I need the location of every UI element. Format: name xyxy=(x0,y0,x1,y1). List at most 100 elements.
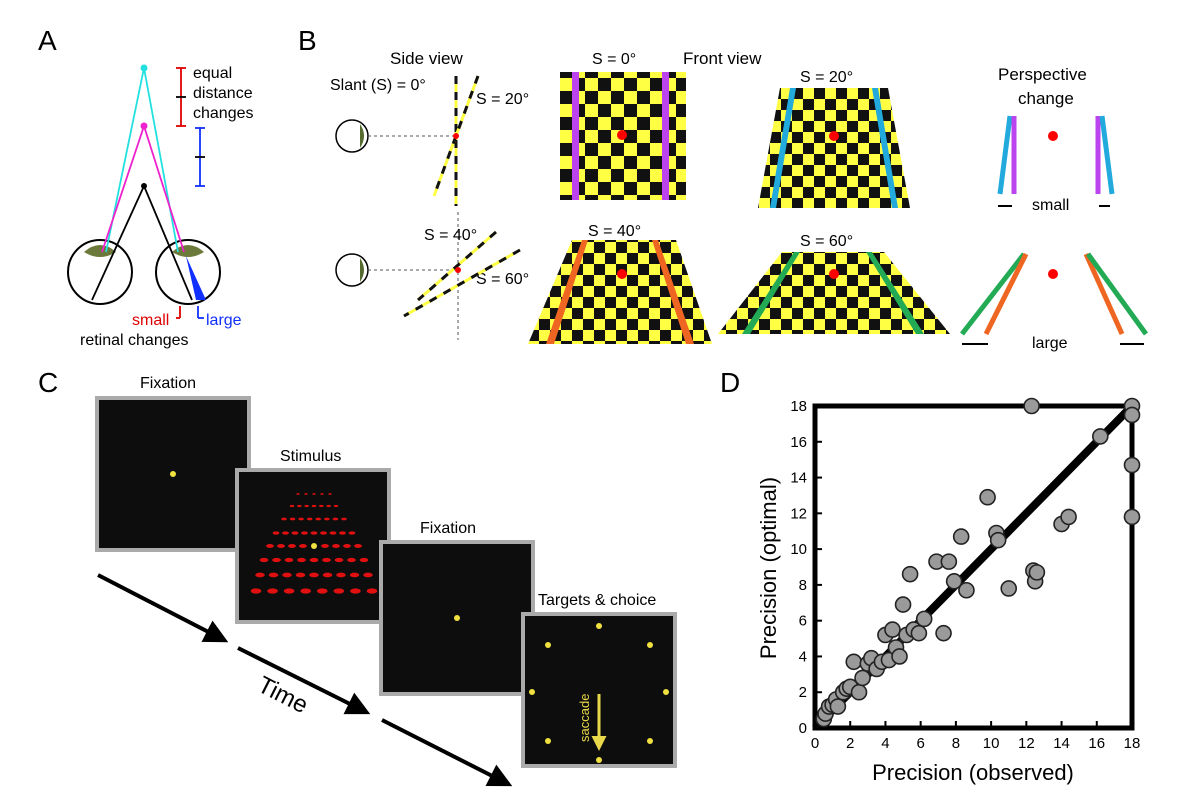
fix-s40 xyxy=(617,269,627,279)
checker-s20 xyxy=(758,88,910,208)
y-tick-label: 6 xyxy=(799,613,807,630)
slant-label: Slant (S) = 0° xyxy=(330,77,426,94)
persp-large-right-green xyxy=(1085,252,1149,336)
data-point xyxy=(1060,508,1077,526)
stimulus-dot xyxy=(321,544,329,548)
side-fix-bottom xyxy=(455,267,461,273)
time-label: Time xyxy=(253,671,312,719)
stimulus-dot xyxy=(272,531,280,535)
data-point xyxy=(910,624,928,642)
side-s40-label: S = 40° xyxy=(424,227,477,244)
stimulus-dot xyxy=(349,572,360,578)
bar-s0-left xyxy=(572,72,579,200)
persp-large-left-orange xyxy=(983,252,1029,336)
perspective-label-2: change xyxy=(1018,89,1074,108)
stimulus-dot xyxy=(301,531,308,535)
stimulus-dot xyxy=(322,572,333,578)
stimulus-dot xyxy=(366,588,378,594)
y-tick-label: 0 xyxy=(799,720,807,737)
time-arrow-1 xyxy=(97,573,229,643)
stimulus-dot xyxy=(310,531,318,535)
target-dot xyxy=(647,642,653,648)
x-tick-label: 6 xyxy=(916,735,924,752)
y-tick-label: 12 xyxy=(790,505,807,522)
saccade-label: saccade xyxy=(577,694,592,742)
panel-b: B Side view Front view Slant (S) = 0° S … xyxy=(298,25,1149,352)
side-eye-bottom-lens xyxy=(360,258,364,282)
time-arrow-2 xyxy=(237,646,371,715)
panel-a-letter: A xyxy=(38,25,57,56)
small-label: small xyxy=(132,312,169,329)
data-point xyxy=(884,621,901,638)
stimulus-dot xyxy=(298,517,304,521)
stimulus-dot xyxy=(282,572,292,578)
stimulus-dot xyxy=(328,493,332,495)
plane-s40-dash xyxy=(417,230,497,302)
y-tick-label: 10 xyxy=(790,541,807,558)
side-s20-label: S = 20° xyxy=(476,91,529,108)
equal-label-2: distance xyxy=(193,85,253,102)
persp-small-right-blue xyxy=(1099,115,1115,195)
persp-small-fix xyxy=(1048,131,1058,141)
y-tick-label: 4 xyxy=(799,648,807,665)
stimulus-dot xyxy=(306,517,313,521)
panel-d-letter: D xyxy=(720,367,740,398)
persp-large-label: large xyxy=(1032,335,1068,352)
scatter-chart: 0 2 4 6 8 10 12 14 16 18 0 2 4 6 8 10 12 14 16 18 xyxy=(790,397,1141,752)
stimulus-dot xyxy=(324,517,330,521)
fixation1-label: Fixation xyxy=(140,375,196,392)
front-s0-label: S = 0° xyxy=(592,51,636,68)
stimulus-dot xyxy=(354,544,362,548)
stimulus-dot xyxy=(266,544,274,548)
data-point xyxy=(1092,428,1109,445)
stimulus-dot xyxy=(296,493,300,495)
stimulus-dot xyxy=(291,531,299,535)
perspective-label-1: Perspective xyxy=(998,65,1087,84)
target-dot xyxy=(545,642,551,648)
target-dot xyxy=(663,689,669,695)
x-tick-label: 2 xyxy=(846,735,854,752)
stimulus-dot xyxy=(304,493,308,495)
data-point xyxy=(1123,406,1141,424)
data-point xyxy=(979,488,996,506)
x-tick-label: 18 xyxy=(1124,735,1141,752)
magenta-ray-left xyxy=(101,125,145,253)
data-point xyxy=(829,698,847,715)
stimulus-dot xyxy=(299,544,307,548)
x-tick-label: 14 xyxy=(1053,735,1070,752)
data-point xyxy=(1123,456,1141,474)
stimulus-dot xyxy=(289,504,295,508)
stimulus-dot xyxy=(304,504,309,508)
data-point xyxy=(901,565,919,583)
panel-d: D 0 2 4 6 8 10 12 14 16 18 0 2 4 6 8 10 12 14 16 18 Precisi… xyxy=(720,367,1140,785)
y-tick-label: 16 xyxy=(790,434,807,451)
right-eye xyxy=(155,239,221,305)
mid-point xyxy=(140,122,148,130)
data-point xyxy=(1000,580,1018,597)
bar-s60-left xyxy=(742,252,800,334)
stimulus-dot xyxy=(316,588,328,594)
fix-s60 xyxy=(829,269,839,279)
stimulus-dot xyxy=(326,504,331,508)
x-axis-label: Precision (observed) xyxy=(872,760,1074,785)
stimulus-dot xyxy=(282,531,289,535)
side-eye-top-lens xyxy=(360,124,364,148)
x-tick-label: 0 xyxy=(811,735,819,752)
plane-s60-dash xyxy=(403,248,521,318)
persp-large-left-green xyxy=(960,252,1026,336)
stimulus-dot xyxy=(297,504,302,508)
data-point xyxy=(1028,564,1046,581)
y-tick-label: 14 xyxy=(790,470,807,487)
checker-s60 xyxy=(718,252,950,334)
x-tick-label: 12 xyxy=(1018,735,1035,752)
stimulus-dot xyxy=(334,557,344,563)
front-s20-label: S = 20° xyxy=(800,69,853,86)
side-fix-top xyxy=(453,133,459,139)
data-point xyxy=(935,624,952,642)
bar-s60-right xyxy=(866,252,924,334)
stimulus-dot xyxy=(289,517,296,521)
far-point xyxy=(140,64,148,72)
persp-large-fix xyxy=(1048,269,1058,279)
right-eye-lens xyxy=(172,245,204,257)
